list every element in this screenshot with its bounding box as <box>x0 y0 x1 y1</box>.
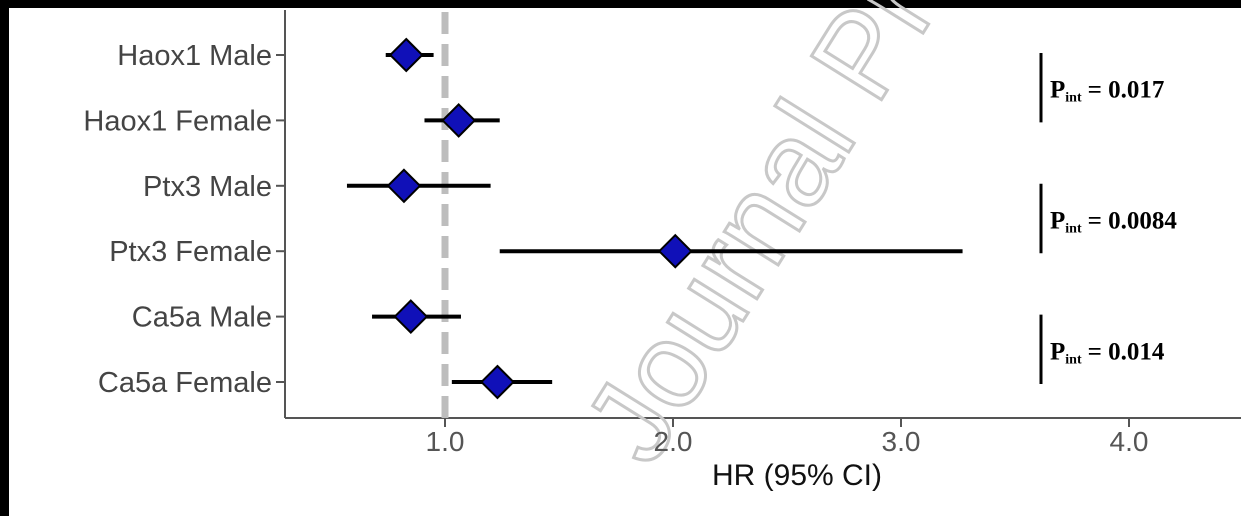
top-border <box>0 0 1241 8</box>
row-label: Ca5a Female <box>98 367 272 399</box>
hr-marker <box>386 168 422 204</box>
x-tick-label: 2.0 <box>654 426 693 457</box>
x-tick-label: 3.0 <box>882 426 921 457</box>
hr-marker <box>657 233 693 269</box>
row-label: Ptx3 Female <box>109 236 272 268</box>
interaction-p-value: Pint = 0.0084 <box>1050 208 1177 237</box>
x-axis-label: HR (95% CI) <box>712 459 882 492</box>
row-label: Haox1 Female <box>83 105 272 137</box>
row-label: Ptx3 Male <box>143 171 272 203</box>
x-tick-label: 1.0 <box>426 426 465 457</box>
hr-marker <box>393 299 429 335</box>
hr-marker <box>388 37 424 73</box>
row-label: Haox1 Male <box>117 40 272 72</box>
hr-marker <box>441 102 477 138</box>
row-label: Ca5a Male <box>132 302 272 334</box>
interaction-p-value: Pint = 0.017 <box>1050 77 1164 106</box>
interaction-p-value: Pint = 0.014 <box>1050 338 1165 367</box>
left-border <box>0 0 9 516</box>
watermark: Journal Pre-proof <box>558 0 1163 484</box>
x-tick-label: 4.0 <box>1110 426 1149 457</box>
hr-marker <box>480 364 515 400</box>
